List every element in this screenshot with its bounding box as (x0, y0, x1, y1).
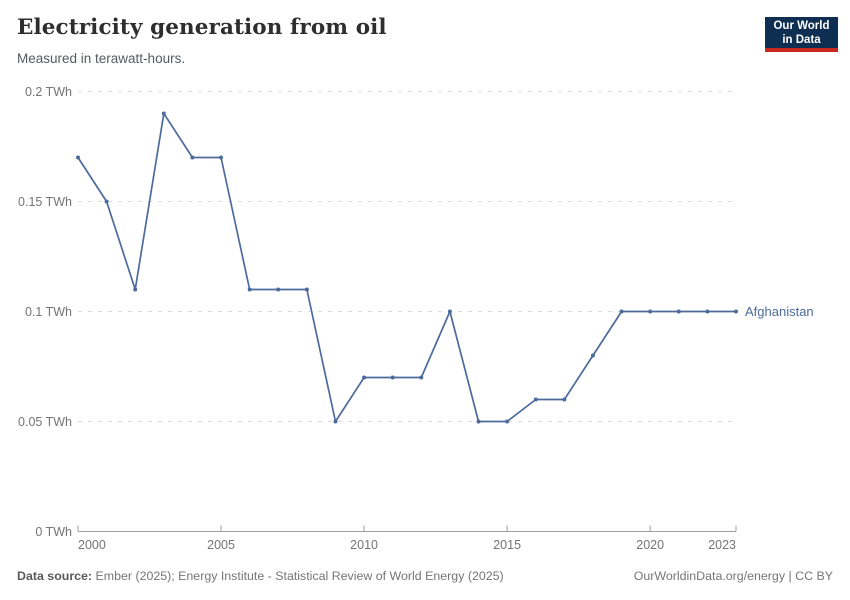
data-point[interactable] (304, 287, 309, 292)
owid-logo: Our World in Data (765, 17, 838, 52)
chart-title: Electricity generation from oil (17, 15, 387, 40)
x-axis-tick-label: 2020 (636, 538, 664, 552)
series-line-afghanistan[interactable] (77, 112, 736, 423)
data-point[interactable] (133, 287, 138, 292)
data-point[interactable] (190, 155, 195, 160)
data-source-note: Data source: Ember (2025); Energy Instit… (17, 569, 504, 583)
data-point[interactable] (533, 397, 538, 402)
data-point[interactable] (104, 199, 109, 204)
data-point[interactable] (562, 397, 567, 402)
x-axis-tick-label: 2023 (708, 538, 736, 552)
data-point[interactable] (333, 419, 338, 424)
data-point[interactable] (734, 309, 738, 314)
data-point[interactable] (161, 111, 166, 116)
x-axis-tick-label: 2000 (78, 538, 106, 552)
data-source-text: Ember (2025); Energy Institute - Statist… (92, 569, 504, 583)
x-axis-tick-label: 2010 (350, 538, 378, 552)
data-point[interactable] (476, 419, 481, 424)
data-point[interactable] (419, 375, 424, 380)
owid-logo-line2: in Data (782, 34, 821, 46)
chart-subtitle: Measured in terawatt-hours. (17, 51, 186, 66)
data-point[interactable] (590, 353, 595, 358)
data-point[interactable] (676, 309, 681, 314)
data-point[interactable] (390, 375, 395, 380)
data-point[interactable] (705, 309, 710, 314)
owid-logo-line1: Our World (773, 20, 830, 32)
data-point[interactable] (447, 309, 452, 314)
x-axis-tick-label: 2005 (207, 538, 235, 552)
y-axis-tick-label: 0.15 TWh (18, 195, 72, 209)
y-axis-tick-label: 0.2 TWh (25, 85, 72, 99)
line-chart: 0 TWh 0.05 TWh 0.1 TWh 0.15 TWh 0.2 TWh 2000 2… (18, 85, 814, 552)
y-axis-tick-label: 0 TWh (35, 525, 72, 539)
data-point[interactable] (619, 309, 624, 314)
data-point[interactable] (505, 419, 510, 424)
data-source-label: Data source: (17, 569, 93, 583)
x-axis-tick-label: 2015 (493, 538, 521, 552)
data-point[interactable] (648, 309, 653, 314)
y-axis-tick-label: 0.05 TWh (18, 415, 72, 429)
owid-credit-link[interactable]: OurWorldinData.org/energy | CC BY (633, 569, 833, 583)
y-axis-tick-label: 0.1 TWh (25, 305, 72, 319)
entity-label[interactable]: Afghanistan (745, 304, 814, 319)
data-point[interactable] (362, 375, 367, 380)
data-point[interactable] (276, 287, 281, 292)
data-point[interactable] (219, 155, 224, 160)
data-point[interactable] (76, 155, 80, 160)
data-point[interactable] (247, 287, 252, 292)
